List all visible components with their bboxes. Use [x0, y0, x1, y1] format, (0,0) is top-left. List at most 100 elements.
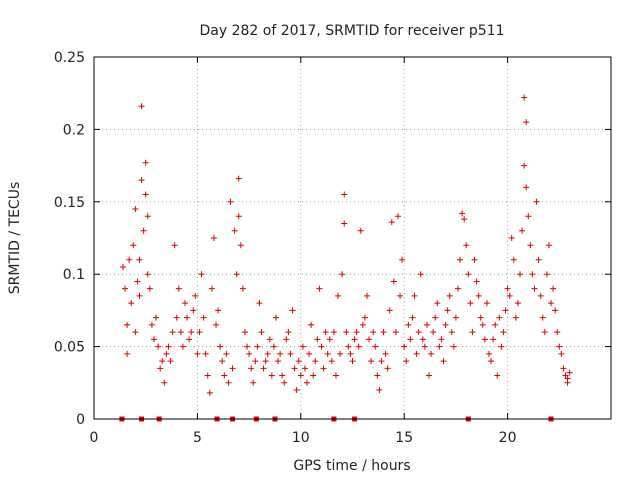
- data-point: [444, 307, 451, 314]
- y-tick-label: 0.15: [54, 195, 85, 211]
- data-point: [415, 329, 422, 336]
- data-point: [208, 285, 215, 292]
- data-point: [481, 336, 488, 343]
- data-point: [119, 263, 126, 270]
- data-point: [146, 285, 153, 292]
- data-point: [165, 343, 172, 350]
- x-tick-label: 0: [90, 430, 99, 446]
- data-point: [270, 343, 277, 350]
- data-point: [380, 329, 387, 336]
- data-point: [219, 358, 226, 365]
- data-point: [335, 292, 342, 299]
- data-point: [227, 198, 234, 205]
- data-point: [138, 103, 145, 110]
- data-point: [264, 350, 271, 357]
- data-point: [556, 343, 563, 350]
- x-tick-label: 15: [395, 430, 413, 446]
- data-point: [142, 159, 149, 166]
- data-point: [297, 372, 304, 379]
- data-point: [492, 321, 499, 328]
- y-tick-label: 0.25: [54, 50, 85, 66]
- data-point: [345, 343, 352, 350]
- data-point: [506, 292, 513, 299]
- data-point: [326, 336, 333, 343]
- data-point: [355, 343, 362, 350]
- data-point: [527, 242, 534, 249]
- data-point: [423, 321, 430, 328]
- data-point: [488, 358, 495, 365]
- data-point: [405, 321, 412, 328]
- data-point: [504, 285, 511, 292]
- data-point: [169, 329, 176, 336]
- data-point: [316, 285, 323, 292]
- data-point: [376, 387, 383, 394]
- data-point: [318, 343, 325, 350]
- data-point: [171, 242, 178, 249]
- data-point: [469, 329, 476, 336]
- data-point: [330, 329, 337, 336]
- grid-lines: [94, 57, 611, 419]
- data-point: [384, 365, 391, 372]
- data-point: [239, 285, 246, 292]
- data-point: [411, 292, 418, 299]
- data-point: [144, 213, 151, 220]
- data-point: [390, 278, 397, 285]
- data-point: [446, 292, 453, 299]
- data-point: [132, 329, 139, 336]
- data-point: [432, 314, 439, 321]
- data-point: [304, 379, 311, 386]
- data-point: [494, 372, 501, 379]
- data-point: [479, 321, 486, 328]
- data-point: [184, 314, 191, 321]
- y-tick-label: 0: [76, 412, 85, 428]
- data-point: [361, 314, 368, 321]
- data-point: [382, 350, 389, 357]
- data-point: [200, 314, 207, 321]
- data-point: [190, 307, 197, 314]
- data-point: [272, 314, 279, 321]
- data-point: [394, 213, 401, 220]
- data-point: [283, 336, 290, 343]
- data-point: [378, 358, 385, 365]
- data-point: [144, 271, 151, 278]
- data-point: [339, 271, 346, 278]
- data-point: [140, 227, 147, 234]
- data-point: [397, 292, 404, 299]
- y-tick-label: 0.2: [63, 122, 85, 138]
- data-point: [237, 242, 244, 249]
- data-point: [206, 389, 213, 396]
- data-point: [244, 343, 251, 350]
- data-point: [533, 198, 540, 205]
- data-point: [374, 372, 381, 379]
- data-point: [537, 292, 544, 299]
- data-point: [337, 350, 344, 357]
- data-point: [359, 321, 366, 328]
- data-point: [225, 379, 232, 386]
- data-point: [519, 227, 526, 234]
- data-point: [541, 329, 548, 336]
- data-point: [475, 292, 482, 299]
- data-point: [157, 365, 164, 372]
- data-point: [215, 307, 222, 314]
- data-point: [250, 379, 257, 386]
- data-points: [119, 94, 573, 396]
- data-point: [521, 162, 528, 169]
- data-point: [233, 271, 240, 278]
- data-point: [341, 220, 348, 227]
- data-point: [153, 314, 160, 321]
- data-point: [403, 358, 410, 365]
- data-point: [523, 184, 530, 191]
- data-point: [386, 307, 393, 314]
- data-point: [457, 256, 464, 263]
- data-point: [175, 285, 182, 292]
- data-point: [510, 256, 517, 263]
- data-point: [248, 365, 255, 372]
- x-axis-label: GPS time / hours: [293, 458, 410, 474]
- data-point: [186, 336, 193, 343]
- data-point: [351, 336, 358, 343]
- data-point: [124, 350, 131, 357]
- data-point: [148, 321, 155, 328]
- data-point: [241, 329, 248, 336]
- data-point: [258, 329, 265, 336]
